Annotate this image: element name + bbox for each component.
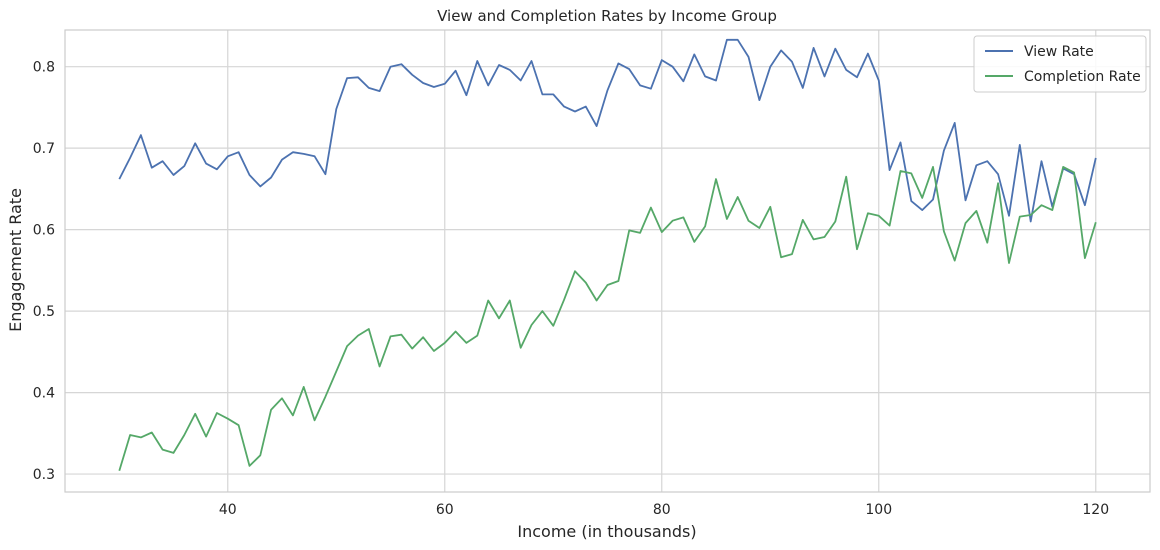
x-tick-label: 120: [1082, 502, 1109, 518]
y-tick-label: 0.6: [33, 223, 55, 239]
x-tick-label: 40: [219, 502, 237, 518]
y-tick-label: 0.3: [33, 467, 55, 483]
y-tick-label: 0.7: [33, 141, 55, 157]
y-tick-label: 0.4: [33, 386, 55, 402]
legend-label-completion-rate: Completion Rate: [1024, 69, 1141, 85]
y-tick-labels: 0.3 0.4 0.5 0.6 0.7 0.8: [33, 60, 55, 483]
x-tick-labels: 40 60 80 100 120: [219, 502, 1109, 518]
x-tick-label: 80: [653, 502, 671, 518]
chart-title: View and Completion Rates by Income Grou…: [437, 7, 777, 25]
series-line-view-rate: [118, 38, 1097, 223]
y-axis-title: Engagement Rate: [6, 188, 25, 332]
y-tick-label: 0.5: [33, 304, 55, 320]
y-tick-label: 0.8: [33, 60, 55, 76]
legend-box: [973, 35, 1147, 93]
x-tick-label: 100: [865, 502, 892, 518]
series-lines: [118, 38, 1097, 472]
series-line-completion-rate: [118, 165, 1097, 472]
x-tick-label: 60: [436, 502, 454, 518]
legend: View Rate Completion Rate: [973, 35, 1147, 93]
x-axis-title: Income (in thousands): [517, 522, 696, 541]
gridlines: [65, 30, 1150, 492]
legend-label-view-rate: View Rate: [1024, 44, 1094, 60]
plot-frame: [64, 29, 1151, 493]
